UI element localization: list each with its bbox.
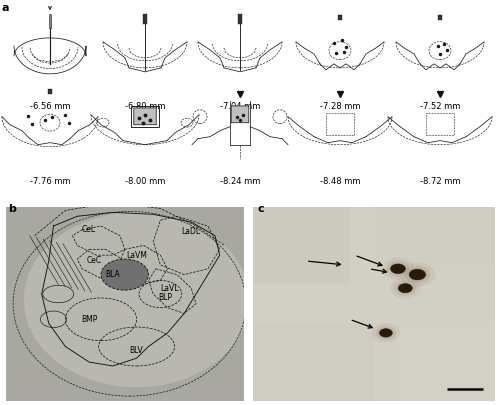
Bar — [338, 15, 342, 20]
Ellipse shape — [410, 269, 426, 280]
Bar — [252, 323, 374, 401]
Text: BLA: BLA — [106, 270, 120, 279]
Bar — [131, 106, 159, 127]
Bar — [49, 14, 51, 28]
Text: BMP: BMP — [81, 315, 98, 324]
Text: LaDL: LaDL — [182, 227, 201, 237]
Text: BLP: BLP — [158, 293, 172, 303]
Ellipse shape — [382, 258, 414, 280]
Bar — [438, 15, 442, 20]
Bar — [398, 323, 495, 401]
Ellipse shape — [408, 269, 426, 281]
Text: b: b — [8, 205, 16, 214]
FancyBboxPatch shape — [134, 108, 156, 125]
Ellipse shape — [398, 283, 413, 294]
Bar — [144, 14, 146, 24]
Text: -8.00 mm: -8.00 mm — [125, 177, 165, 185]
Ellipse shape — [390, 264, 406, 273]
Ellipse shape — [376, 326, 396, 340]
Ellipse shape — [378, 328, 393, 338]
Text: -8.48 mm: -8.48 mm — [320, 177, 360, 185]
Ellipse shape — [394, 281, 416, 296]
Text: -6.80 mm: -6.80 mm — [125, 102, 165, 111]
Ellipse shape — [390, 263, 406, 275]
Text: -7.28 mm: -7.28 mm — [320, 102, 360, 111]
Ellipse shape — [400, 262, 435, 287]
Bar — [48, 89, 52, 94]
Text: a: a — [2, 3, 10, 13]
Text: CeC: CeC — [86, 256, 102, 266]
Ellipse shape — [390, 278, 420, 298]
Text: LaVL: LaVL — [160, 284, 179, 293]
Text: -7.52 mm: -7.52 mm — [420, 102, 460, 111]
Bar — [426, 113, 454, 135]
Text: -8.24 mm: -8.24 mm — [220, 177, 260, 185]
Ellipse shape — [380, 329, 392, 337]
Text: LaVM: LaVM — [126, 251, 147, 260]
Bar — [374, 207, 495, 265]
Ellipse shape — [398, 284, 412, 293]
Bar — [252, 207, 350, 284]
Text: -6.56 mm: -6.56 mm — [30, 102, 70, 111]
Text: CeL: CeL — [82, 225, 96, 234]
Bar — [238, 14, 242, 24]
Ellipse shape — [386, 261, 409, 277]
Text: -8.72 mm: -8.72 mm — [420, 177, 460, 185]
Bar — [326, 113, 354, 135]
Ellipse shape — [404, 266, 430, 283]
Text: BLV: BLV — [130, 346, 143, 355]
Text: c: c — [258, 205, 264, 214]
FancyBboxPatch shape — [231, 106, 249, 123]
Ellipse shape — [24, 212, 250, 387]
Ellipse shape — [101, 259, 148, 290]
Ellipse shape — [372, 323, 400, 343]
Text: -7.04 mm: -7.04 mm — [220, 102, 260, 111]
Text: -7.76 mm: -7.76 mm — [30, 177, 70, 185]
